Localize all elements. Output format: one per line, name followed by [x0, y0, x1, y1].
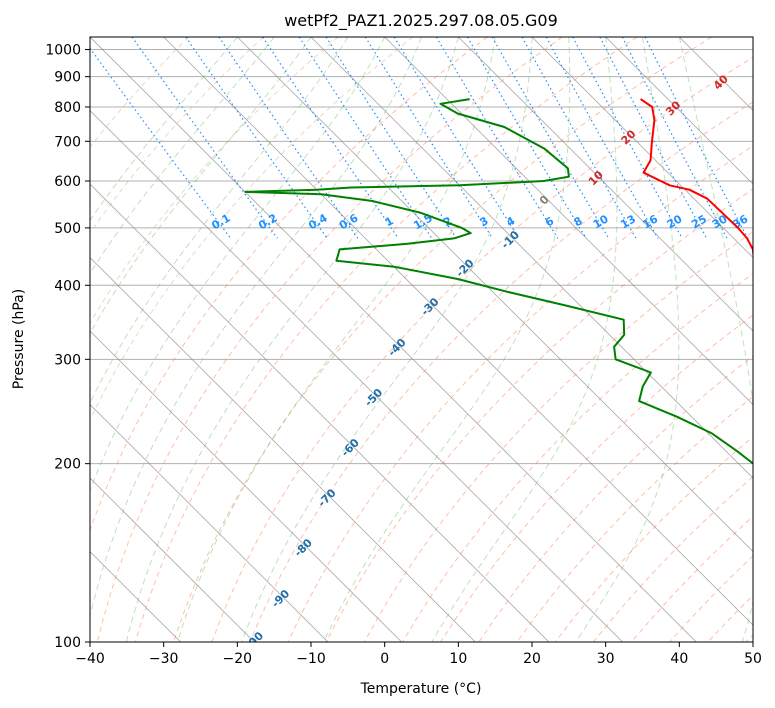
mixing-ratio-line	[131, 37, 278, 239]
isotherm-line	[90, 256, 476, 642]
moist-adiabat-line	[90, 37, 238, 222]
dry-adiabat-line	[287, 145, 753, 642]
y-tick-label: 400	[54, 278, 81, 294]
moist-adiabat-line	[90, 37, 275, 275]
mixing-ratio-line	[521, 37, 637, 239]
dry-adiabat-line	[402, 273, 753, 642]
mixing-ratio-line	[393, 37, 520, 239]
temperature-profile-line	[640, 98, 753, 261]
x-tick-label: 20	[523, 651, 541, 667]
dry-adiabat-line	[90, 37, 488, 532]
isotherm-line	[605, 37, 753, 185]
moist-adiabat-line	[431, 37, 618, 642]
isotherm-line	[531, 37, 753, 259]
moist-adiabat-line	[678, 37, 753, 642]
isotherm-line	[163, 37, 753, 626]
y-tick-label: 200	[54, 457, 81, 473]
isotherm-line	[90, 37, 697, 642]
y-axis-label: Pressure (hPa)	[11, 289, 27, 389]
x-tick-label: −30	[149, 651, 179, 667]
moist-adiabat-line	[90, 37, 312, 335]
isotherm-line	[384, 37, 753, 406]
x-tick-label: 30	[597, 651, 615, 667]
y-tick-label: 700	[54, 134, 81, 150]
mixing-ratio-line	[435, 37, 559, 239]
mixing-ratio-line	[491, 37, 610, 239]
x-axis-label: Temperature (°C)	[360, 681, 482, 697]
dry-adiabat-line	[211, 56, 753, 642]
isotherm-line	[90, 183, 550, 642]
mixing-ratio-line	[298, 37, 433, 239]
x-tick-label: 10	[449, 651, 467, 667]
dry-adiabat-line	[249, 101, 753, 642]
y-tick-label: 800	[54, 100, 81, 116]
x-axis: −40 −30 −20 −10 0 10 20 30 40 50	[75, 642, 762, 667]
profiles-layer	[244, 98, 753, 465]
x-tick-label: 0	[380, 651, 389, 667]
dry-adiabat-line	[90, 37, 190, 149]
plot-frame	[89, 36, 754, 643]
isotherm-line	[90, 404, 329, 642]
dry-adiabat-line	[134, 37, 638, 642]
x-tick-label: −20	[223, 651, 253, 667]
mixing-ratio-line	[572, 37, 683, 239]
y-tick-label: 900	[54, 70, 81, 86]
y-axis: 100 200 300 400 500 600 700 800 900 1000	[45, 43, 90, 651]
moist-adiabat-line	[323, 37, 571, 642]
x-tick-label: 40	[670, 651, 688, 667]
moist-adiabat-line	[177, 37, 496, 642]
mixing-ratio-line	[599, 37, 708, 239]
mixing-ratio-line	[185, 37, 328, 239]
moist-adiabat-line	[575, 37, 680, 642]
y-tick-label: 100	[54, 635, 81, 651]
dewpoint-profile-line	[244, 98, 753, 465]
y-tick-label: 300	[54, 352, 81, 368]
x-tick-label: 50	[744, 651, 762, 667]
moist-adiabat-line	[241, 37, 533, 642]
dry-adiabat-line	[90, 37, 264, 234]
y-tick-label: 600	[54, 174, 81, 190]
isotherm-line	[90, 477, 255, 642]
x-tick-label: −40	[75, 651, 105, 667]
moist-adiabat-line	[90, 37, 349, 405]
isotherm-line	[458, 37, 753, 332]
mixing-ratio-line	[545, 37, 659, 239]
isotherm-line	[90, 330, 402, 642]
mixing-ratio-line	[644, 37, 749, 239]
dry-adiabat-line	[440, 314, 753, 642]
moist-adiabat-line	[125, 37, 459, 642]
chart-title: wetPf2_PAZ1.2025.297.08.05.G09	[284, 11, 558, 31]
dry-adiabat-line	[96, 37, 563, 642]
dry-adiabat-line	[173, 37, 712, 642]
moist-adiabat-line	[90, 37, 422, 618]
y-tick-label: 500	[54, 221, 81, 237]
y-tick-label: 1000	[45, 43, 81, 59]
isotherm-line	[237, 37, 753, 553]
mixing-ratio-line	[466, 37, 587, 239]
dry-adiabat-line	[516, 395, 753, 642]
moist-adiabat-line	[90, 37, 386, 492]
mixing-ratio-line	[621, 37, 728, 239]
isotherm-line	[90, 109, 623, 642]
x-tick-label: −10	[296, 651, 326, 667]
